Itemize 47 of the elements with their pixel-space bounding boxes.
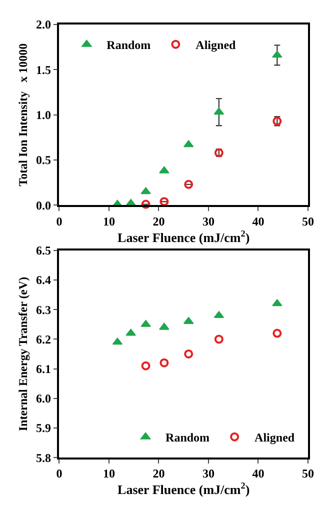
- y-tick-label: 6.1: [36, 362, 52, 376]
- y-tick-label: 6.4: [36, 273, 52, 288]
- x-tick-label: 50: [302, 214, 314, 228]
- y-tick-label: 0.0: [36, 198, 52, 212]
- x-tick-label: 10: [102, 466, 115, 481]
- point: [272, 50, 282, 58]
- point: [159, 322, 170, 330]
- x-tick-label: 50: [302, 466, 314, 481]
- point: [160, 358, 169, 368]
- point: [272, 328, 282, 338]
- point: [141, 200, 150, 209]
- x-tick-label: 10: [102, 214, 115, 228]
- point: [159, 166, 170, 174]
- y-tick-label: 6.5: [36, 244, 52, 258]
- x-tick-label: 20: [152, 466, 165, 481]
- point: [140, 320, 151, 327]
- y-tick-label: 5.9: [36, 421, 52, 436]
- x-tick-label: 20: [152, 214, 165, 228]
- legend-label: Aligned: [196, 38, 236, 52]
- x-tick-label: 40: [252, 214, 264, 228]
- point: [141, 361, 150, 370]
- y-tick-label: 1.5: [36, 62, 52, 77]
- point: [272, 299, 282, 306]
- x-axis-title: Laser Fluence (mJ/cm$^{2}$): [118, 228, 250, 245]
- legend-label: Random: [106, 38, 151, 52]
- legend-label: Aligned: [254, 430, 295, 445]
- y-tick-label: 6.2: [36, 332, 52, 346]
- point: [184, 349, 194, 358]
- y-tick-label: 0.5: [36, 153, 52, 168]
- x-tick-label: 30: [202, 214, 214, 228]
- x-tick-label: 40: [252, 466, 264, 481]
- point: [184, 180, 194, 189]
- x-tick-label: 0: [56, 214, 62, 228]
- y-tick-label: 1.0: [36, 108, 52, 122]
- y-tick-label: 6.3: [36, 302, 52, 317]
- legend-label: Random: [166, 430, 210, 445]
- point: [214, 334, 224, 344]
- y-axis-title: Total Ion Intensity x 10000: [16, 43, 30, 186]
- point: [140, 187, 151, 194]
- y-axis-title: Internal Energy Transfer (eV): [16, 276, 30, 432]
- x-tick-label: 0: [56, 466, 62, 481]
- point: [126, 328, 136, 336]
- x-tick-label: 30: [202, 466, 214, 481]
- x-axis-title: Laser Fluence (mJ/cm$^{2}$): [118, 480, 250, 498]
- y-tick-label: 5.8: [36, 450, 52, 465]
- y-tick-label: 2.0: [36, 18, 52, 32]
- y-tick-label: 6.0: [36, 392, 52, 406]
